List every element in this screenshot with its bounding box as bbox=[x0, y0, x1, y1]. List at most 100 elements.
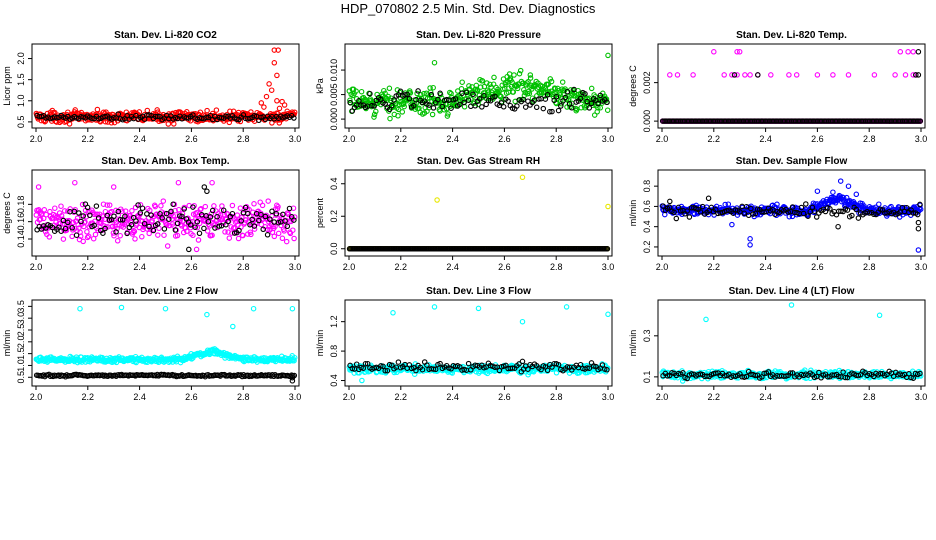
data-point bbox=[84, 204, 91, 211]
data-point bbox=[798, 204, 805, 211]
data-point bbox=[114, 238, 121, 244]
data-point bbox=[170, 201, 176, 207]
data-point bbox=[214, 348, 221, 355]
data-point bbox=[141, 116, 148, 122]
data-point bbox=[58, 213, 65, 219]
data-point bbox=[384, 367, 391, 374]
y-tick-label: 2.0 bbox=[16, 52, 26, 65]
data-point bbox=[133, 218, 139, 224]
data-point bbox=[291, 354, 298, 361]
data-point bbox=[397, 88, 404, 95]
data-point bbox=[542, 96, 549, 102]
y-tick-label: 1.0 bbox=[16, 95, 26, 108]
y-tick-label: 2.0 bbox=[16, 336, 26, 349]
data-point bbox=[78, 218, 84, 225]
data-point bbox=[871, 211, 877, 218]
data-point bbox=[196, 230, 203, 237]
data-point bbox=[80, 213, 86, 219]
data-point bbox=[387, 115, 393, 122]
data-point bbox=[42, 228, 49, 235]
data-point bbox=[729, 221, 735, 228]
data-point bbox=[917, 201, 923, 208]
data-point bbox=[428, 91, 435, 98]
data-point bbox=[250, 305, 257, 312]
data-point bbox=[249, 216, 255, 223]
data-point bbox=[286, 205, 293, 212]
data-point bbox=[248, 231, 254, 238]
data-point bbox=[234, 212, 241, 218]
data-point bbox=[74, 215, 81, 221]
data-point bbox=[477, 84, 484, 90]
series-primary bbox=[346, 304, 611, 384]
data-point bbox=[472, 362, 478, 368]
data-point bbox=[204, 188, 210, 195]
data-point bbox=[175, 179, 182, 186]
panel-title: Stan. Dev. Li-820 Temp. bbox=[736, 30, 847, 41]
data-point bbox=[411, 102, 417, 109]
data-point bbox=[915, 49, 922, 55]
data-point bbox=[445, 111, 451, 117]
plot-frame bbox=[344, 43, 613, 129]
data-point bbox=[553, 94, 560, 100]
data-point bbox=[667, 198, 673, 205]
data-point bbox=[179, 213, 185, 220]
y-tick-label: 0.4 bbox=[642, 220, 652, 233]
x-tick-label: 2.6 bbox=[811, 134, 824, 144]
x-tick-label: 2.4 bbox=[759, 262, 772, 272]
y-tick-label: 0.4 bbox=[329, 177, 339, 190]
data-point bbox=[604, 99, 610, 106]
data-point bbox=[187, 222, 194, 228]
data-point bbox=[390, 310, 396, 316]
data-point bbox=[843, 194, 850, 201]
x-tick-label: 2.4 bbox=[759, 392, 772, 402]
data-point bbox=[234, 116, 240, 123]
data-point bbox=[803, 201, 809, 207]
data-point bbox=[466, 83, 472, 89]
data-point bbox=[492, 93, 498, 100]
data-point bbox=[211, 203, 217, 209]
y-tick-label: 0.14 bbox=[16, 230, 26, 248]
panel-title: Stan. Dev. Sample Flow bbox=[736, 156, 848, 167]
data-point bbox=[157, 211, 163, 217]
data-point bbox=[279, 235, 286, 242]
data-point bbox=[275, 47, 281, 53]
data-point bbox=[842, 374, 849, 381]
x-tick-label: 2.0 bbox=[30, 392, 43, 402]
data-point bbox=[419, 366, 426, 373]
data-point bbox=[227, 108, 233, 115]
data-point bbox=[106, 217, 113, 223]
data-point bbox=[788, 302, 795, 308]
y-axis-label: ml/min bbox=[2, 330, 12, 357]
x-tick-label: 2.8 bbox=[863, 262, 876, 272]
data-point bbox=[542, 93, 548, 99]
plot-frame bbox=[344, 299, 613, 387]
data-point bbox=[283, 238, 290, 245]
data-point bbox=[793, 72, 800, 78]
data-point bbox=[547, 108, 553, 115]
data-point bbox=[79, 201, 86, 208]
x-tick-label: 2.8 bbox=[237, 262, 250, 272]
data-point bbox=[418, 92, 424, 98]
data-point bbox=[484, 80, 490, 86]
data-point bbox=[100, 230, 106, 236]
data-point bbox=[364, 360, 371, 367]
data-point bbox=[401, 103, 407, 110]
data-point bbox=[435, 96, 441, 103]
data-point bbox=[259, 202, 266, 209]
series-reference bbox=[346, 246, 611, 252]
y-tick-label: 1.2 bbox=[329, 315, 339, 328]
plot-frame bbox=[657, 43, 926, 129]
data-point bbox=[131, 228, 138, 235]
data-point bbox=[289, 305, 296, 312]
x-tick-label: 2.8 bbox=[550, 262, 563, 272]
series-primary bbox=[346, 52, 611, 122]
x-tick-label: 2.4 bbox=[446, 134, 459, 144]
data-point bbox=[597, 105, 604, 111]
data-point bbox=[172, 227, 179, 233]
panel-title: Stan. Dev. Li-820 CO2 bbox=[114, 30, 217, 41]
data-point bbox=[774, 201, 780, 208]
data-point bbox=[511, 72, 517, 78]
data-point bbox=[129, 208, 135, 214]
